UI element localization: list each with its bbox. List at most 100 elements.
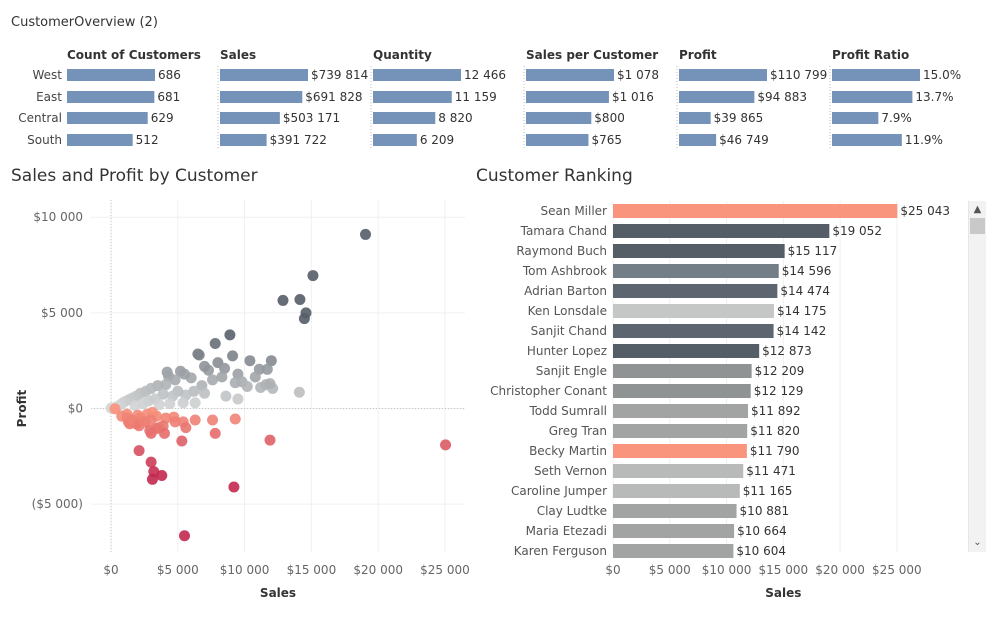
customer-bar [613,304,774,318]
kpi-bar [67,134,133,146]
customer-bar [613,264,779,278]
kpi-bar [526,112,592,124]
kpi-bar [220,91,303,103]
kpi-bar [526,134,589,146]
customer-value-label: $14 596 [782,264,832,278]
customer-value-label: $10 604 [736,544,786,558]
x-axis-title: Sales [260,586,296,600]
customer-name-label: Todd Sumrall [528,404,607,418]
sales-profit-scatter-chart: $0 $5 000 $10 000 $15 000 $20 000 $25 000 $10 … [15,200,470,600]
kpi-value-label: 12 466 [464,68,506,82]
scatter-point [144,425,156,437]
y-axis-title: Profit [15,389,29,427]
scatter-point [199,387,211,399]
x-tick-label: $10 000 [702,563,752,577]
kpi-value-label: $503 171 [283,111,340,125]
kpi-bar [220,112,280,124]
customer-name-label: Sanjit Engle [536,364,607,378]
kpi-value-label: 681 [157,90,180,104]
scatter-point [229,413,241,425]
x-tick-label: $15 000 [759,563,809,577]
customer-name-label: Raymond Buch [516,244,607,258]
kpi-value-label: $1 078 [617,68,659,82]
scatter-point [199,360,211,372]
scatter-point [440,439,452,451]
kpi-value-label: $391 722 [270,133,327,147]
scatter-point [307,270,319,282]
region-label: South [27,133,62,147]
customer-bar [613,204,898,218]
customer-name-label: Ken Lonsdale [528,304,607,318]
measure-header: Sales per Customer [526,48,658,62]
kpi-bar [832,112,879,124]
kpi-value-label: $110 799 [770,68,827,82]
customer-name-label: Caroline Jumper [511,484,607,498]
customer-name-label: Seth Vernon [534,464,607,478]
scatter-point [232,393,244,405]
scatter-point [179,530,190,542]
kpi-bar [679,69,767,81]
kpi-bar [373,112,436,124]
kpi-value-label: 7.9% [881,111,912,125]
customer-value-label: $19 052 [832,224,882,238]
kpi-value-label: 629 [151,111,174,125]
kpi-bar [832,91,913,103]
customer-value-label: $14 142 [777,324,827,338]
scroll-down-button[interactable]: ⌄ [973,537,982,548]
scatter-point [249,371,261,383]
region-label: Central [18,111,62,125]
customer-value-label: $12 129 [754,384,804,398]
customer-name-label: Christopher Conant [490,384,607,398]
customer-bar [613,404,749,418]
kpi-value-label: $39 865 [714,111,764,125]
scatter-point [224,329,236,341]
y-tick-label: $5 000 [41,306,83,320]
kpi-bar [220,134,267,146]
kpi-value-label: $94 883 [757,90,807,104]
kpi-value-label: 11.9% [905,133,943,147]
kpi-bar [679,134,717,146]
customer-value-label: $15 117 [788,244,838,258]
scatter-point [241,381,253,393]
scatter-point [169,374,181,386]
scatter-point [207,414,219,426]
x-tick-label: $20 000 [353,563,403,577]
y-tick-label: ($5 000) [32,497,83,511]
measure-header: Count of Customers [67,48,201,62]
customer-bar [613,224,830,238]
dashboard-title: CustomerOverview (2) [11,15,158,30]
kpi-value-label: 6 209 [420,133,454,147]
kpi-value-label: $1 016 [612,90,654,104]
customer-name-label: Clay Ludtke [537,504,607,518]
customer-name-label: Karen Ferguson [514,544,607,558]
customer-value-label: $11 790 [750,444,800,458]
kpi-bar [373,91,452,103]
kpi-bar [526,69,614,81]
customer-value-label: $11 471 [746,464,796,478]
scatter-point [145,456,157,468]
customer-value-label: $11 165 [743,484,793,498]
kpi-value-label: 11 159 [455,90,497,104]
scroll-thumb[interactable] [970,218,985,234]
scatter-point [227,350,239,362]
scroll-up-button[interactable]: ▲ [973,204,982,215]
scatter-point [207,374,219,386]
customer-value-label: $11 820 [750,424,800,438]
y-tick-label: $0 [68,402,83,416]
kpi-value-label: $765 [591,133,622,147]
scatter-point [229,377,241,389]
x-tick-label: $5 000 [157,563,199,577]
scatter-point [157,388,169,400]
scatter-point [180,422,192,434]
customer-name-label: Greg Tran [549,424,607,438]
kpi-bar [679,112,711,124]
scatter-point [264,434,276,446]
kpi-value-label: 8 820 [438,111,472,125]
x-tick-label: $20 000 [815,563,865,577]
scatter-point [158,427,170,439]
customer-name-label: Adrian Barton [524,284,607,298]
kpi-bar [67,91,155,103]
kpi-value-label: 512 [136,133,159,147]
customer-bar [613,444,747,458]
ranking-scrollbar[interactable]: ▲ ⌄ [968,201,986,552]
